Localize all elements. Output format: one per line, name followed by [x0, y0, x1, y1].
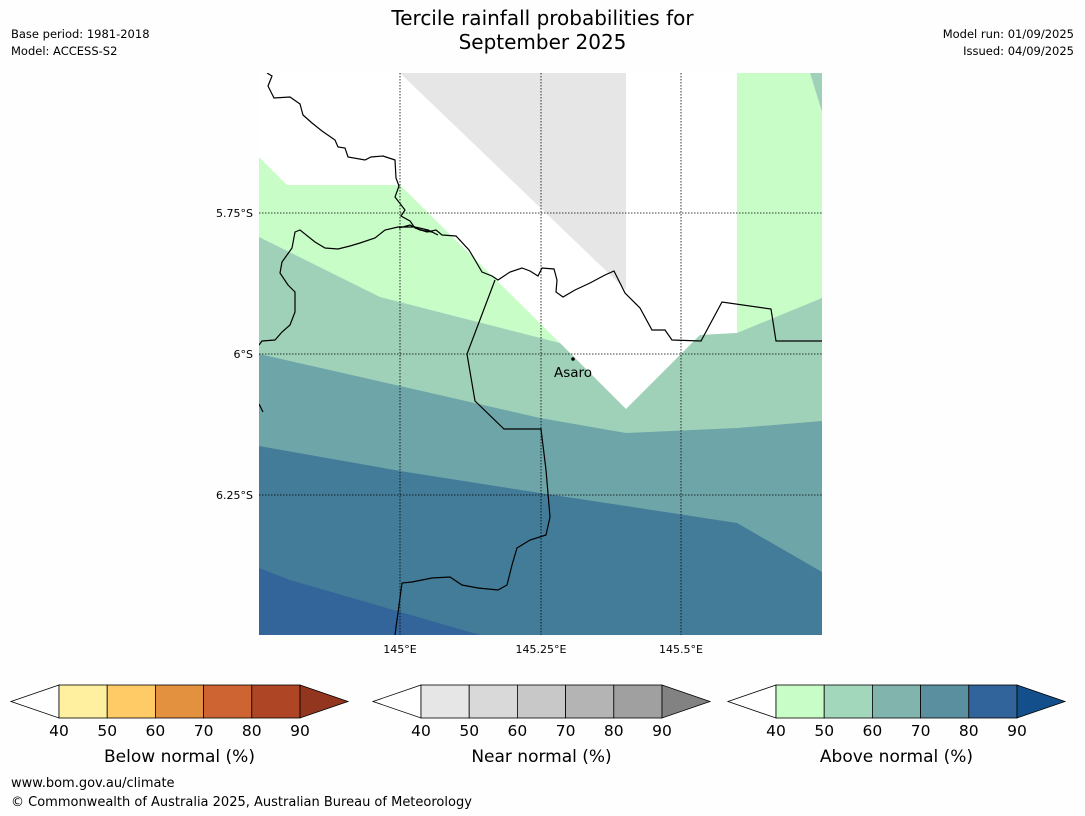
colorbar-near-normal-tick-label: 50: [459, 722, 479, 740]
colorbar-above-normal-tick-label: 40: [766, 722, 786, 740]
title-line-2: September 2025: [458, 30, 627, 54]
map-figure: 5.75°S 6°S 6.25°S 145°E 145.25°E 145.5°E…: [216, 73, 822, 656]
provincial-border-west: [259, 224, 439, 346]
colorbar-below-normal-tick-label: 90: [290, 722, 310, 740]
colorbar-below-normal-tick-label: 80: [242, 722, 262, 740]
provincial-border-north: [266, 73, 822, 342]
lat-label-5-75: 5.75°S: [216, 207, 253, 220]
colorbar-below-normal-segment: [251, 684, 301, 719]
chart-title: Tercile rainfall probabilities for Septe…: [0, 6, 1085, 54]
colorbar-below-normal-segment: [58, 684, 108, 719]
lat-label-6: 6°S: [234, 348, 253, 361]
colorbar-near-normal-over-arrow: [661, 684, 712, 719]
footer-url[interactable]: www.bom.gov.au/climate: [11, 776, 175, 791]
colorbar-above-normal: 40 50 60 70 80 90 Above normal (%): [726, 684, 1067, 767]
above-normal-50-60-corner: [810, 73, 822, 112]
colorbar-near-normal-segment: [517, 684, 567, 719]
colorbar-near-normal-tick-label: 70: [556, 722, 576, 740]
colorbar-near-normal-segment: [420, 684, 470, 719]
colorbar-near-normal-tick-label: 40: [411, 722, 431, 740]
model-name: Model: ACCESS-S2: [11, 44, 118, 58]
lon-label-145-5: 145.5°E: [659, 643, 703, 656]
colorbar-below-normal-segment: [154, 684, 204, 719]
model-run: Model run: 01/09/2025: [942, 27, 1074, 41]
colorbar-near-normal-tick-label: 60: [508, 722, 528, 740]
colorbar-below-normal-under-arrow: [9, 684, 60, 719]
colorbar-above-normal-under-arrow: [726, 684, 777, 719]
colorbar-below-normal: 40 50 60 70 80 90 Below normal (%): [9, 684, 350, 767]
colorbar-near-normal-segment: [613, 684, 663, 719]
colorbar-above-normal-tick-label: 50: [814, 722, 834, 740]
colorbar-above-normal-tick-label: 80: [959, 722, 979, 740]
colorbar-above-normal-over-arrow: [1016, 684, 1067, 719]
colorbar-below-normal-tick-label: 40: [49, 722, 69, 740]
colorbar-near-normal-title: Near normal (%): [471, 747, 611, 767]
colorbars: 40 50 60 70 80 90 Below normal (%) 40 50 60 70 80 9…: [9, 684, 1067, 767]
colorbar-above-normal-segment: [775, 684, 825, 719]
footer-copyright: © Commonwealth of Australia 2025, Austra…: [11, 795, 472, 810]
place-label-asaro: Asaro: [554, 365, 592, 381]
colorbar-near-normal-segment: [565, 684, 615, 719]
colorbar-below-normal-title: Below normal (%): [104, 747, 255, 767]
asaro-marker: [571, 357, 575, 361]
border-fragment: [259, 403, 264, 413]
lon-label-145: 145°E: [383, 643, 416, 656]
colorbar-above-normal-segment: [920, 684, 970, 719]
colorbar-near-normal-segment: [468, 684, 518, 719]
colorbar-below-normal-tick-label: 50: [97, 722, 117, 740]
colorbar-below-normal-segment: [106, 684, 156, 719]
colorbar-above-normal-segment: [968, 684, 1018, 719]
lat-label-6-25: 6.25°S: [216, 489, 253, 502]
colorbar-below-normal-segment: [203, 684, 253, 719]
colorbar-below-normal-over-arrow: [299, 684, 350, 719]
title-line-1: Tercile rainfall probabilities for: [391, 6, 694, 30]
colorbar-above-normal-segment: [823, 684, 873, 719]
colorbar-above-normal-segment: [872, 684, 922, 719]
colorbar-near-normal: 40 50 60 70 80 90 Near normal (%): [371, 684, 712, 767]
meta-left: Base period: 1981-2018 Model: ACCESS-S2: [11, 26, 150, 60]
colorbar-above-normal-tick-label: 90: [1007, 722, 1027, 740]
graticule: [259, 73, 822, 635]
colorbar-above-normal-title: Above normal (%): [820, 747, 973, 767]
colorbar-below-normal-tick-label: 70: [194, 722, 214, 740]
colorbar-below-normal-tick-label: 60: [146, 722, 166, 740]
near-normal-40-50-region: [400, 73, 626, 290]
issued-date: Issued: 04/09/2025: [963, 44, 1074, 58]
meta-right: Model run: 01/09/2025 Issued: 04/09/2025: [943, 26, 1074, 60]
colorbar-above-normal-tick-label: 70: [911, 722, 931, 740]
provincial-border-central: [394, 279, 551, 635]
colorbar-near-normal-tick-label: 90: [652, 722, 672, 740]
colorbar-near-normal-tick-label: 80: [604, 722, 624, 740]
base-period: Base period: 1981-2018: [11, 27, 150, 41]
above-normal-80-90-region: [259, 568, 480, 635]
colorbar-above-normal-tick-label: 60: [863, 722, 883, 740]
lon-label-145-25: 145.25°E: [516, 643, 567, 656]
colorbar-near-normal-under-arrow: [371, 684, 422, 719]
